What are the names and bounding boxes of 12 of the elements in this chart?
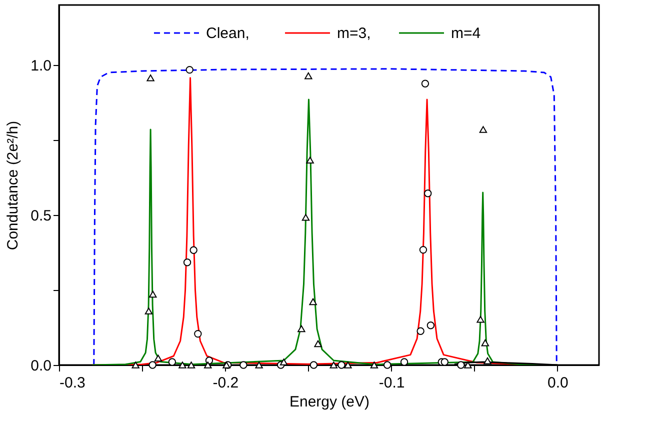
x-tick-label: -0.2 (212, 374, 239, 392)
x-tick-label: -0.1 (378, 374, 405, 392)
x-tick-label: 0.0 (548, 374, 568, 392)
legend-label: m=4 (451, 25, 481, 42)
x-axis-title: Energy (eV) (289, 394, 370, 410)
y-tick-label: 0.5 (30, 208, 52, 224)
y-tick-label: 1.0 (30, 58, 52, 74)
legend-label: m=3, (337, 25, 371, 42)
y-tick-label: 0.0 (30, 358, 52, 374)
y-axis-title: Condutance (2e²/h) (4, 120, 22, 250)
x-tick-label: -0.3 (60, 374, 86, 392)
legend-label: Clean, (206, 25, 250, 42)
